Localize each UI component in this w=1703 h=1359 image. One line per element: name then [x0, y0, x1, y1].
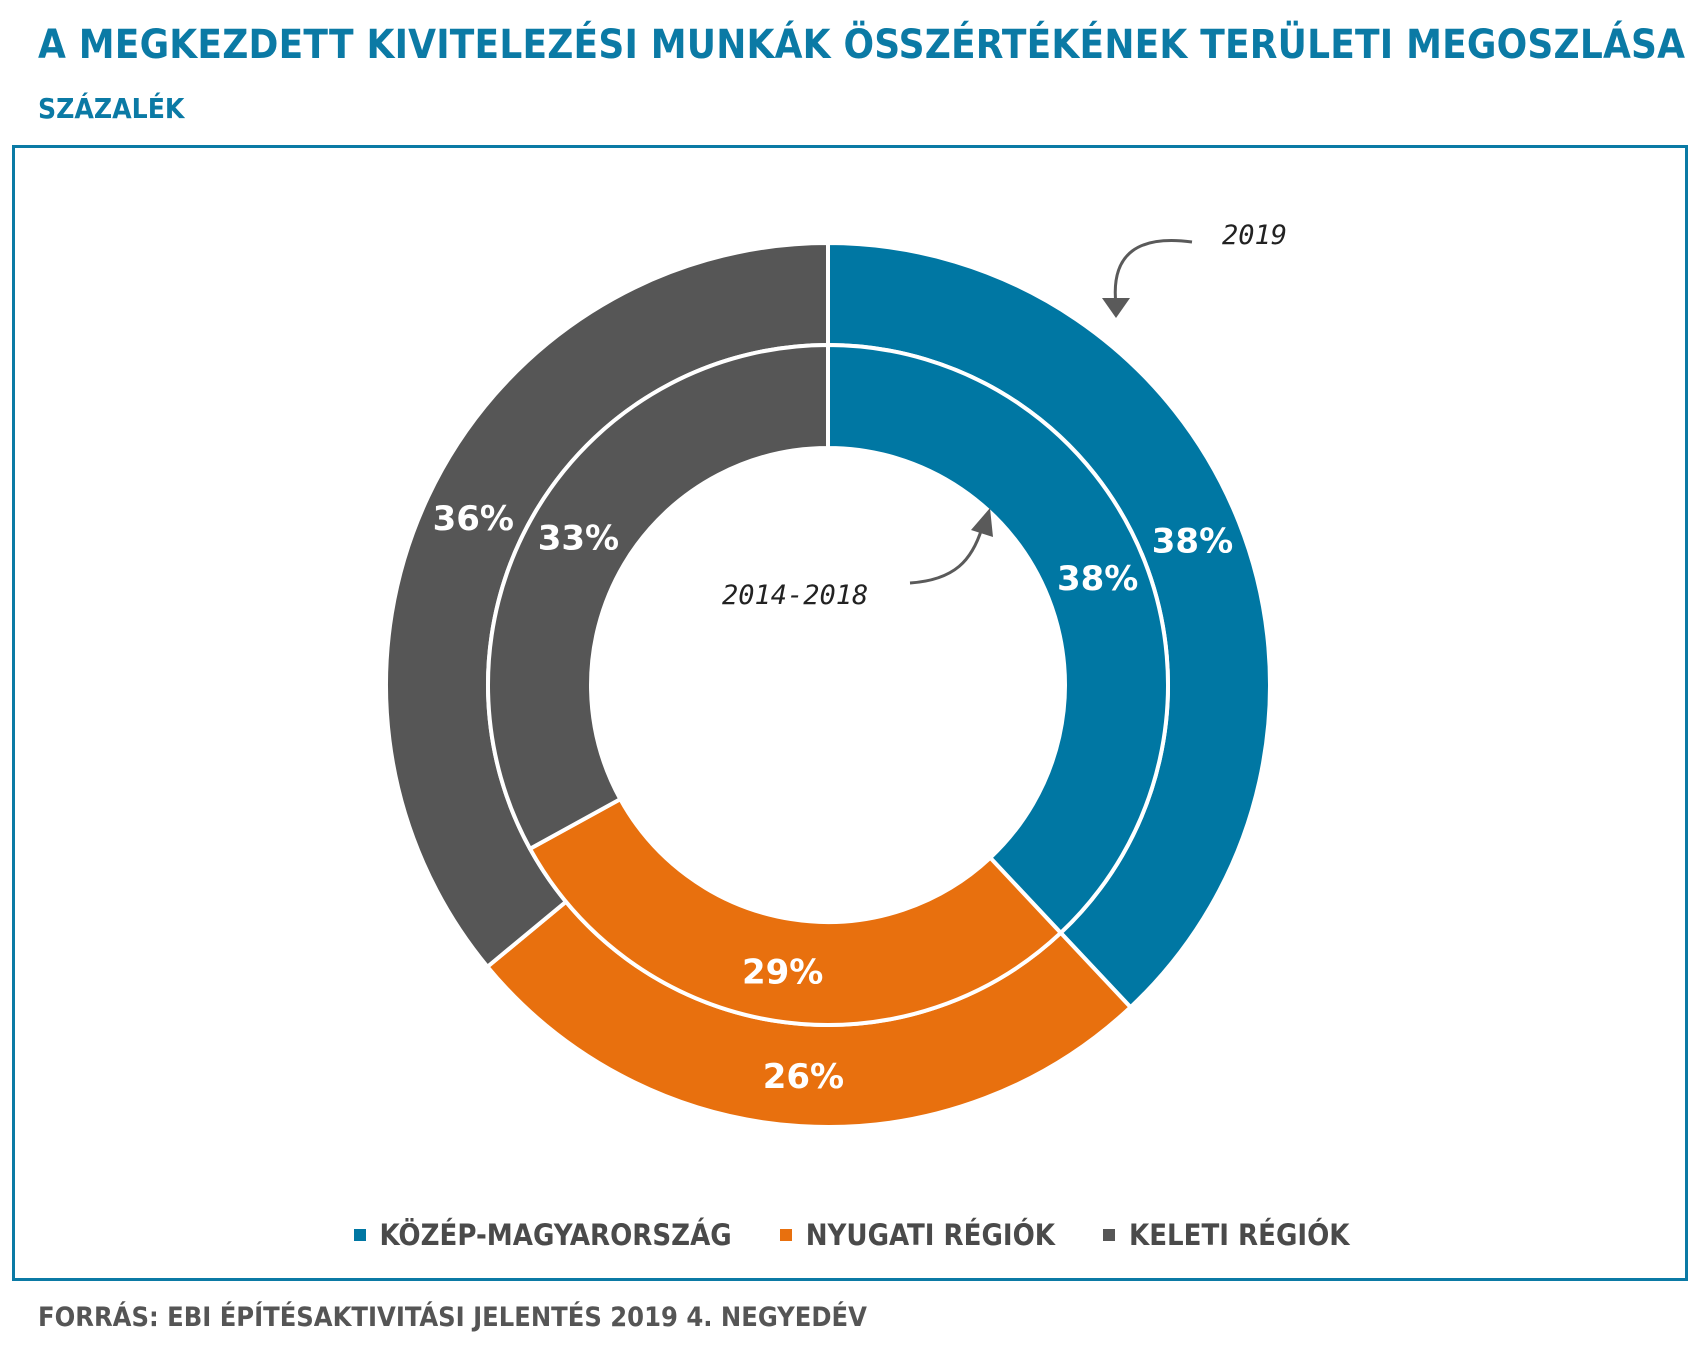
- annotation-label-2014-2018: 2014-2018: [722, 580, 868, 611]
- legend-swatch-keleti: [1102, 1229, 1115, 1241]
- legend-swatch-nyugati: [779, 1229, 792, 1241]
- slice-labels: 38% 26% 36% 38% 29% 33%: [433, 499, 1234, 1097]
- legend-label-kozep: KÖZÉP-MAGYARORSZÁG: [379, 1218, 732, 1252]
- chart-subtitle: SZÁZALÉK: [38, 92, 185, 125]
- slice-inner-1: [528, 797, 1063, 1028]
- annotation-arrow-2014-2018: [909, 527, 984, 585]
- legend-item-keleti: KELETI RÉGIÓK: [1102, 1218, 1350, 1252]
- slice-label-inner-2: 33%: [538, 518, 619, 558]
- legend-label-nyugati: NYUGATI RÉGIÓK: [805, 1218, 1055, 1252]
- slice-label-inner-1: 29%: [742, 952, 823, 992]
- chart-frame: [12, 145, 1688, 1281]
- legend-swatch-kozep: [353, 1229, 366, 1241]
- slice-inner-2: [486, 343, 830, 851]
- legend-item-kozep: KÖZÉP-MAGYARORSZÁG: [353, 1218, 732, 1252]
- donut-rings: [384, 241, 1272, 1129]
- annotation-arrow-2019: [1113, 239, 1193, 306]
- slice-label-inner-0: 38%: [1057, 559, 1138, 599]
- annotation-arrowhead-2014-2018: [971, 508, 993, 537]
- legend-item-nyugati: NYUGATI RÉGIÓK: [779, 1218, 1055, 1252]
- slice-label-outer-1: 26%: [763, 1057, 844, 1097]
- annotation-arrowhead-2019: [1102, 298, 1130, 318]
- annotation-label-2019: 2019: [1222, 220, 1287, 251]
- source-note: FORRÁS: EBI ÉPÍTÉSAKTIVITÁSI JELENTÉS 20…: [38, 1302, 867, 1333]
- annotations: 2019 2014-2018: [722, 220, 1287, 611]
- slice-inner-0: [826, 343, 1170, 935]
- slice-label-outer-0: 38%: [1152, 522, 1233, 562]
- slice-label-outer-2: 36%: [433, 499, 514, 539]
- chart-title: A MEGKEZDETT KIVITELEZÉSI MUNKÁK ÖSSZÉRT…: [38, 22, 1686, 68]
- legend: KÖZÉP-MAGYARORSZÁG NYUGATI RÉGIÓK KELETI…: [0, 1218, 1703, 1252]
- legend-label-keleti: KELETI RÉGIÓK: [1128, 1218, 1350, 1252]
